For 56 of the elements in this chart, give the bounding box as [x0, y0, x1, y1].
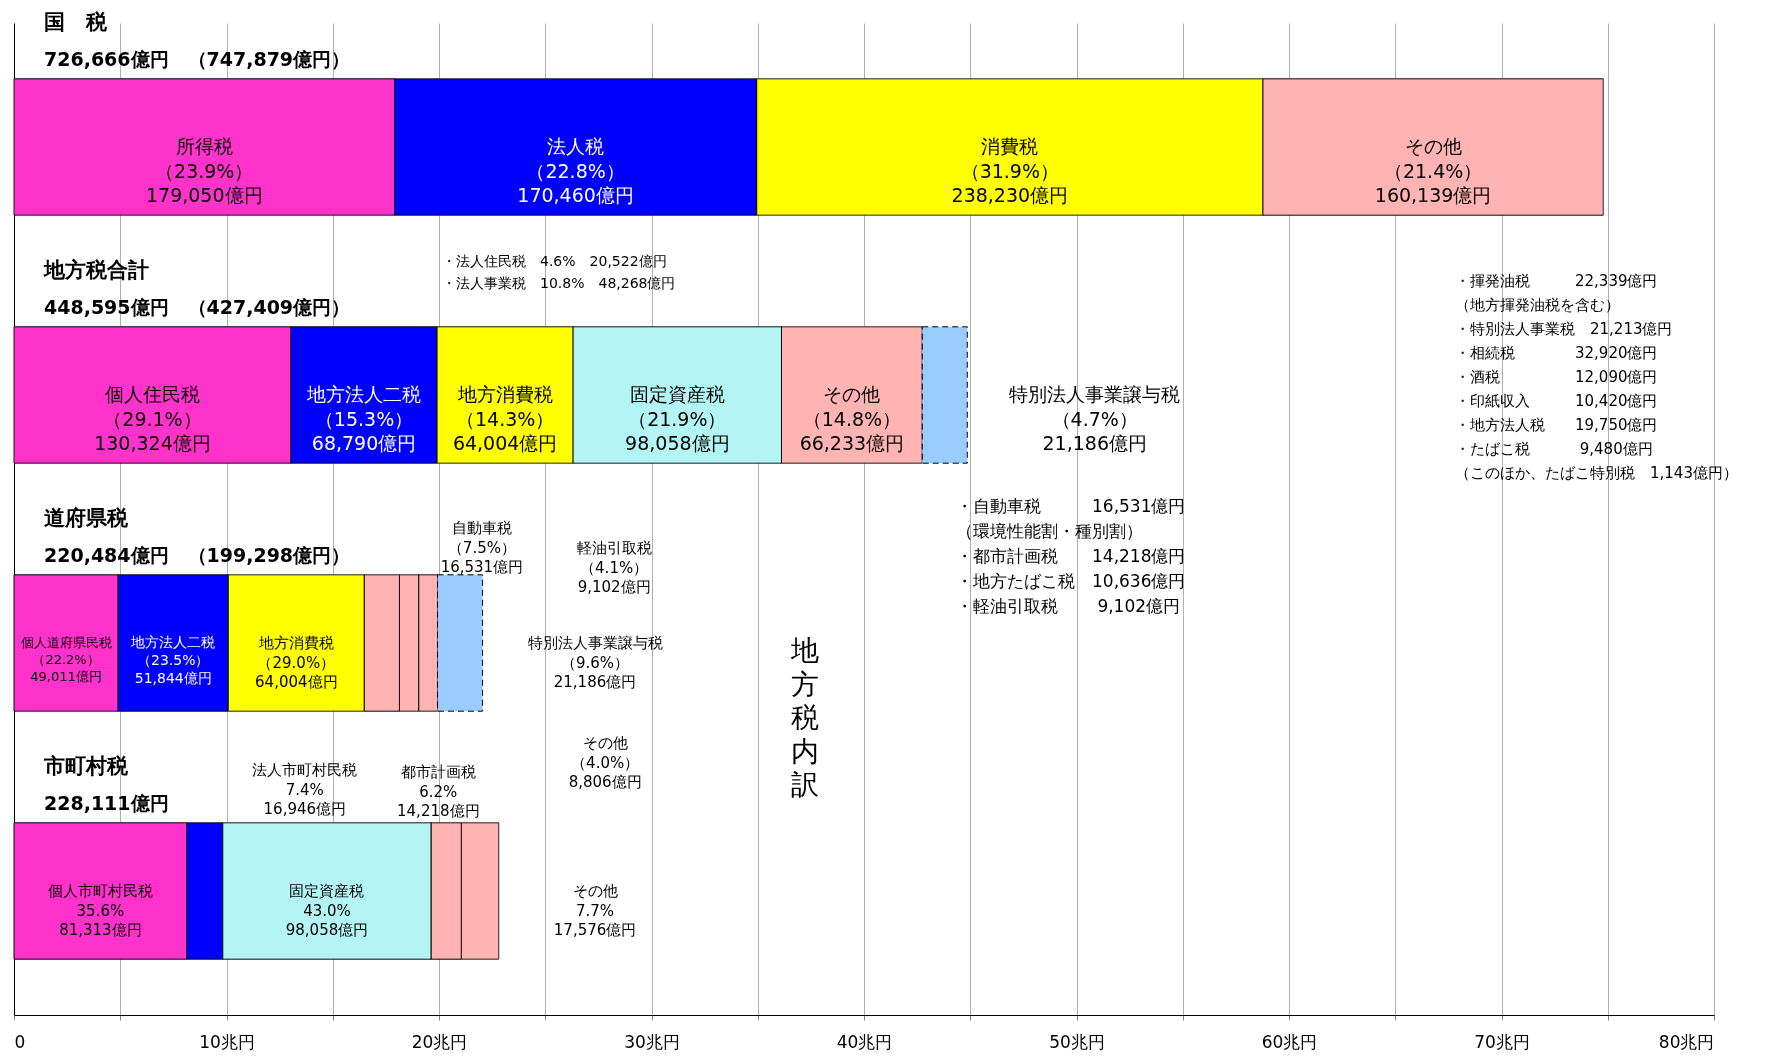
annotation: ・地方法人税 19,750億円: [1455, 416, 1658, 434]
y-tick-label: 国 税: [44, 10, 108, 34]
annotation: ・印紙収入 10,420億円: [1455, 392, 1658, 410]
y-tick-label: 市町村税: [43, 754, 129, 778]
annotation: 地方税内訳: [790, 634, 819, 802]
x-tick-label: 70兆円: [1474, 1031, 1530, 1052]
annotation: ・たばこ税 9,480億円: [1455, 440, 1653, 458]
annotation: 特別法人事業譲与税（9.6%）21,186億円: [527, 634, 663, 691]
y-tick-label: 地方税合計: [43, 258, 149, 282]
annotation: 地方消費税（14.3%）64,004億円: [452, 383, 558, 455]
annotation: 法人税（22.8%）170,460億円: [517, 135, 634, 207]
x-tick-label: 30兆円: [624, 1031, 680, 1052]
annotation: ・都市計画税 14,218億円: [956, 546, 1186, 566]
annotation: （環境性能割・種別割）: [956, 521, 1143, 541]
annotation: ・相続税 32,920億円: [1455, 344, 1658, 362]
x-tick-label: 10兆円: [199, 1031, 255, 1052]
annotation: 地方法人二税（15.3%）68,790億円: [306, 383, 422, 455]
x-tick-label: 20兆円: [411, 1031, 468, 1052]
annotation: 特別法人事業譲与税（4.7%）21,186億円: [1009, 383, 1181, 455]
annotation: 法人市町村民税7.4%16,946億円: [252, 761, 358, 818]
annotation: ・法人住民税 4.6% 20,522億円: [442, 253, 667, 269]
annotation: 軽油引取税（4.1%）9,102億円: [576, 539, 652, 596]
annotation: 所得税（23.9%）179,050億円: [145, 135, 263, 207]
annotation: 220,484億円 （199,298億円）: [44, 544, 351, 566]
annotation: 都市計画税6.2%14,218億円: [397, 763, 480, 820]
annotation: ・自動車税 16,531億円: [956, 496, 1186, 516]
x-tick-label: 80兆円: [1658, 1031, 1715, 1052]
annotation: 固定資産税43.0%98,058億円: [285, 882, 369, 939]
annotation: 固定資産税（21.9%）98,058億円: [625, 383, 730, 455]
x-tick-label: 50兆円: [1049, 1031, 1105, 1052]
annotation: ・揮発油税 22,339億円: [1455, 272, 1658, 290]
annotation: ・地方たばこ税 10,636億円: [956, 571, 1186, 591]
annotation: （このほか、たばこ特別税 1,143億円）: [1455, 464, 1738, 482]
y-tick-label: 道府県税: [44, 506, 129, 530]
annotation: 消費税（31.9%）238,230億円: [951, 135, 1069, 207]
annotation: その他（4.0%）8,806億円: [568, 734, 642, 791]
annotation: 228,111億円: [44, 792, 169, 814]
annotation: 自動車税（7.5%）16,531億円: [440, 519, 524, 576]
annotation: ・法人事業税 10.8% 48,268億円: [442, 275, 676, 291]
x-tick-label: 40兆円: [836, 1031, 893, 1052]
annotation: （地方揮発油税を含む）: [1455, 296, 1620, 314]
annotation: 個人市町村民税35.6%81,313億円: [47, 882, 153, 939]
annotation: その他7.7%17,576億円: [553, 882, 637, 939]
annotation: 地方消費税（29.0%）64,004億円: [255, 634, 338, 691]
annotation: 個人道府県民税（22.2%）49,011億円: [20, 635, 112, 684]
annotation: ・特別法人事業税 21,213億円: [1455, 320, 1673, 338]
annotation: その他（14.8%）66,233億円: [799, 383, 905, 455]
x-tick-label: 60兆円: [1261, 1031, 1318, 1052]
annotation: 448,595億円 （427,409億円）: [44, 296, 351, 318]
annotation: 個人住民税（29.1%）130,324億円: [94, 383, 211, 455]
annotation: ・酒税 12,090億円: [1455, 368, 1658, 386]
x-tick-label: 0: [14, 1031, 26, 1052]
annotation: ・軽油引取税 9,102億円: [956, 596, 1181, 616]
annotation: その他（21.4%）160,139億円: [1374, 135, 1492, 207]
annotation: 地方法人二税（23.5%）51,844億円: [130, 634, 216, 687]
annotation: 726,666億円 （747,879億円）: [44, 48, 351, 70]
